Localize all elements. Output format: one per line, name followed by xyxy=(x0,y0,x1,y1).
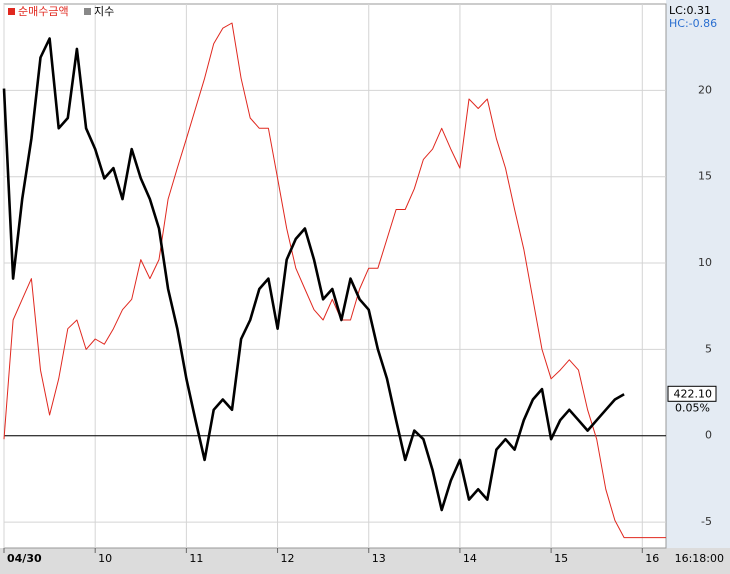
x-tick-label: 16 xyxy=(645,552,659,565)
lc-label: LC:0.31 xyxy=(669,4,711,17)
y-tick-label: -5 xyxy=(701,515,712,528)
legend-swatch xyxy=(84,8,91,15)
x-tick-label: 13 xyxy=(372,552,386,565)
x-tick-label: 15 xyxy=(554,552,568,565)
y-tick-label: 15 xyxy=(698,170,712,183)
series-line xyxy=(2,37,625,512)
series-line xyxy=(3,22,666,539)
x-tick-label: 10 xyxy=(98,552,112,565)
x-tick-label: 14 xyxy=(463,552,477,565)
marks xyxy=(2,22,666,539)
y-tick-label: 0 xyxy=(705,429,712,442)
y-tick-label: 5 xyxy=(705,342,712,355)
y-tick-label: 20 xyxy=(698,83,712,96)
x-tick-label: 04/30 xyxy=(7,552,42,565)
legend-swatch xyxy=(8,8,15,15)
y-tick-label: 10 xyxy=(698,256,712,269)
hc-label: HC:-0.86 xyxy=(669,17,717,30)
bottom-axis-panel xyxy=(0,548,730,574)
legend-label: 순매수금액 xyxy=(18,5,69,18)
last-value-label: 422.10 xyxy=(674,387,713,400)
change-label: 0.05% xyxy=(675,401,710,414)
x-tick-label: 11 xyxy=(189,552,203,565)
x-tick-label: 12 xyxy=(281,552,295,565)
right-axis-panel xyxy=(666,0,730,574)
last-value-box xyxy=(667,385,717,402)
legend-label: 지수 xyxy=(94,5,114,18)
time-label: 16:18:00 xyxy=(675,552,724,565)
